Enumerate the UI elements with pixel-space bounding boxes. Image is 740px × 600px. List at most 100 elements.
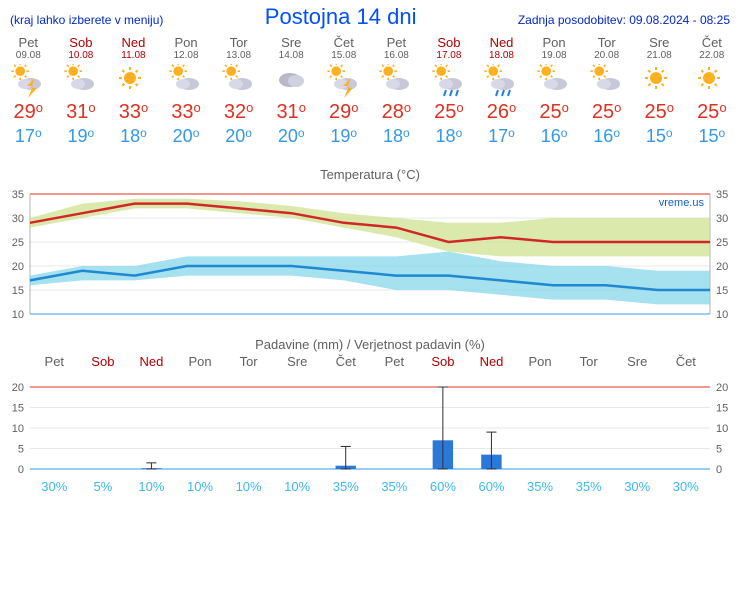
- day-col: Ned11.0833o18o: [107, 36, 160, 147]
- precip-pct: 35%: [321, 479, 370, 494]
- svg-text:10: 10: [716, 423, 728, 435]
- precip-chart-title: Padavine (mm) / Verjetnost padavin (%): [0, 337, 740, 352]
- last-updated: Zadnja posodobitev: 09.08.2024 - 08:25: [518, 13, 730, 27]
- day-name: Sob: [423, 36, 476, 50]
- precip-day-label: Čet: [662, 354, 711, 369]
- precip-pct: 60%: [419, 479, 468, 494]
- precip-pct: 30%: [30, 479, 79, 494]
- forecast-row: Pet09.0829o17oSob10.0831o19oNed11.0833o1…: [0, 32, 740, 147]
- svg-text:vreme.us: vreme.us: [659, 197, 705, 209]
- svg-text:10: 10: [12, 309, 24, 321]
- svg-text:20: 20: [12, 382, 24, 394]
- temp-high: 26o: [475, 101, 528, 124]
- day-col: Sob17.08 25o18o: [423, 36, 476, 147]
- precip-pct: 10%: [224, 479, 273, 494]
- day-col: Pon12.0833o20o: [160, 36, 213, 147]
- weather-icon: [160, 63, 213, 99]
- precip-day-labels: PetSobNedPonTorSreČetPetSobNedPonTorSreČ…: [0, 354, 740, 369]
- day-date: 21.08: [633, 50, 686, 61]
- temp-low: 18o: [107, 126, 160, 147]
- svg-text:15: 15: [12, 285, 24, 297]
- day-date: 18.08: [475, 50, 528, 61]
- precip-pct: 10%: [176, 479, 225, 494]
- temp-high: 25o: [580, 101, 633, 124]
- day-date: 16.08: [370, 50, 423, 61]
- day-date: 10.08: [55, 50, 108, 61]
- day-date: 09.08: [2, 50, 55, 61]
- day-col: Pet09.08 29o17o: [2, 36, 55, 147]
- day-col: Tor20.0825o16o: [580, 36, 633, 147]
- weather-icon: [686, 63, 739, 99]
- weather-icon: [107, 63, 160, 99]
- precip-day-label: Čet: [321, 354, 370, 369]
- weather-icon: [212, 63, 265, 99]
- weather-icon: [528, 63, 581, 99]
- svg-text:20: 20: [716, 261, 728, 273]
- temp-low: 18o: [423, 126, 476, 147]
- svg-text:5: 5: [18, 444, 24, 456]
- svg-text:35: 35: [12, 189, 24, 201]
- day-col: Sre21.0825o15o: [633, 36, 686, 147]
- day-col: Sob10.0831o19o: [55, 36, 108, 147]
- precip-day-label: Tor: [564, 354, 613, 369]
- weather-icon: [580, 63, 633, 99]
- temp-low: 19o: [317, 126, 370, 147]
- weather-icon: [475, 63, 528, 99]
- temp-low: 19o: [55, 126, 108, 147]
- temp-low: 20o: [265, 126, 318, 147]
- temp-high: 33o: [160, 101, 213, 124]
- temp-low: 16o: [580, 126, 633, 147]
- day-name: Sre: [265, 36, 318, 50]
- precip-pct: 10%: [273, 479, 322, 494]
- weather-icon: [317, 63, 370, 99]
- precip-day-label: Sob: [419, 354, 468, 369]
- day-col: Čet15.0829o19o: [317, 36, 370, 147]
- temp-high: 33o: [107, 101, 160, 124]
- day-col: Sre14.08 31o20o: [265, 36, 318, 147]
- temp-high: 28o: [370, 101, 423, 124]
- precip-day-label: Sre: [273, 354, 322, 369]
- precip-pct: 35%: [564, 479, 613, 494]
- temp-high: 25o: [423, 101, 476, 124]
- precip-pct: 35%: [516, 479, 565, 494]
- day-name: Tor: [212, 36, 265, 50]
- day-name: Pet: [2, 36, 55, 50]
- precip-day-label: Sob: [79, 354, 128, 369]
- precip-day-label: Pet: [30, 354, 79, 369]
- precip-pct: 35%: [370, 479, 419, 494]
- weather-icon: [633, 63, 686, 99]
- day-date: 22.08: [686, 50, 739, 61]
- precip-pct-row: 30%5%10%10%10%10%35%35%60%60%35%35%30%30…: [0, 479, 740, 494]
- temp-high: 29o: [2, 101, 55, 124]
- temp-high: 31o: [265, 101, 318, 124]
- precipitation-chart: 0055101015152020: [0, 369, 740, 479]
- svg-text:15: 15: [12, 403, 24, 415]
- temp-high: 25o: [686, 101, 739, 124]
- svg-text:0: 0: [18, 464, 24, 476]
- temp-high: 31o: [55, 101, 108, 124]
- weather-icon: [370, 63, 423, 99]
- temperature-chart: 101015152020252530303535vreme.us: [0, 184, 740, 329]
- precip-day-label: Pon: [176, 354, 225, 369]
- svg-text:20: 20: [12, 261, 24, 273]
- weather-icon: [2, 63, 55, 99]
- day-date: 15.08: [317, 50, 370, 61]
- menu-note[interactable]: (kraj lahko izberete v meniju): [10, 13, 163, 27]
- day-name: Pet: [370, 36, 423, 50]
- temp-low: 17o: [2, 126, 55, 147]
- day-col: Ned18.0826o17o: [475, 36, 528, 147]
- temp-low: 18o: [370, 126, 423, 147]
- precip-pct: 5%: [79, 479, 128, 494]
- day-date: 13.08: [212, 50, 265, 61]
- svg-text:10: 10: [716, 309, 728, 321]
- page-title: Postojna 14 dni: [265, 4, 417, 30]
- day-date: 17.08: [423, 50, 476, 61]
- precip-pct: 10%: [127, 479, 176, 494]
- day-date: 14.08: [265, 50, 318, 61]
- temp-low: 15o: [633, 126, 686, 147]
- precip-day-label: Tor: [224, 354, 273, 369]
- weather-icon: [423, 63, 476, 99]
- temp-high: 25o: [528, 101, 581, 124]
- svg-text:20: 20: [716, 382, 728, 394]
- temp-low: 16o: [528, 126, 581, 147]
